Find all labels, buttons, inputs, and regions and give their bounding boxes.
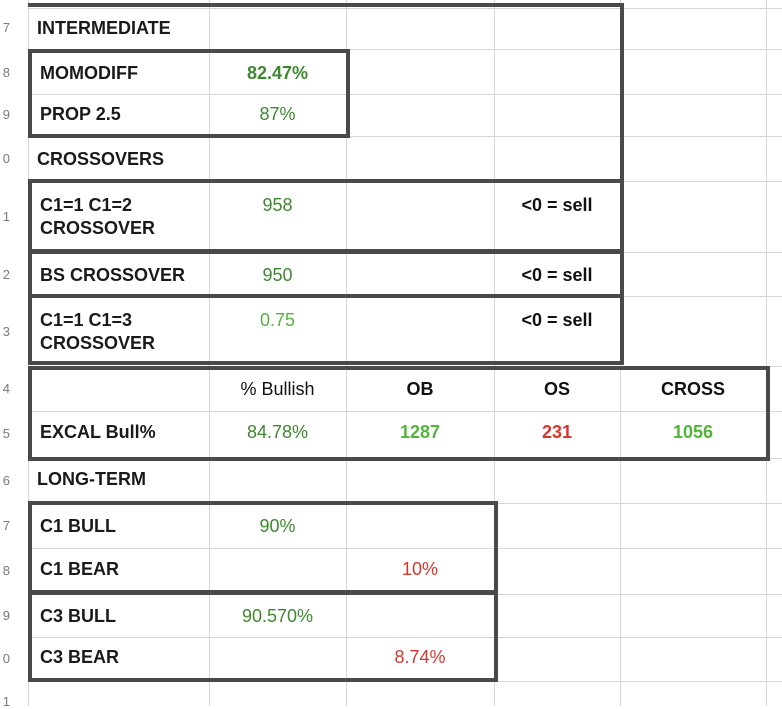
excal-ob-value[interactable]: 1287 [399, 422, 441, 442]
c1-bull-value[interactable]: 90% [259, 516, 296, 536]
c1c3-crossover-box [28, 294, 624, 365]
row-number[interactable]: 0 [2, 652, 10, 666]
c3-bull-value[interactable]: 90.570% [241, 606, 314, 626]
row-line [28, 411, 782, 412]
c1-bear-value[interactable]: 10% [401, 559, 439, 579]
row-number[interactable]: 2 [2, 268, 10, 282]
row-line [28, 548, 782, 549]
intermediate-box [28, 49, 350, 138]
c1c2-label-line1[interactable]: C1=1 C1=2 [40, 195, 133, 215]
header-os[interactable]: OS [543, 379, 570, 399]
c3-bear-value[interactable]: 8.74% [394, 647, 446, 667]
c1c3-label-line2[interactable]: CROSSOVER [40, 333, 156, 353]
row-line [28, 8, 782, 9]
column-line [766, 0, 767, 706]
bs-crossover-value[interactable]: 950 [262, 265, 293, 285]
header-bullish[interactable]: % Bullish [240, 379, 315, 399]
row-number[interactable]: 3 [2, 325, 10, 339]
momodiff-value[interactable]: 82.47% [246, 63, 309, 83]
excal-label[interactable]: EXCAL Bull% [40, 422, 156, 442]
row-number[interactable]: 8 [2, 564, 10, 578]
excal-os-value[interactable]: 231 [541, 422, 573, 442]
bs-crossover-label[interactable]: BS CROSSOVER [40, 265, 186, 285]
section-intermediate[interactable]: INTERMEDIATE [37, 18, 171, 38]
c1c3-label-line1[interactable]: C1=1 C1=3 [40, 310, 133, 330]
c3-bear-label[interactable]: C3 BEAR [40, 647, 120, 667]
c3-bull-label[interactable]: C3 BULL [40, 606, 116, 626]
row-number[interactable]: 5 [2, 427, 10, 441]
column-line [494, 0, 495, 706]
header-ob[interactable]: OB [406, 379, 434, 399]
c1c3-value[interactable]: 0.75 [259, 310, 296, 330]
row-number[interactable]: 6 [2, 474, 10, 488]
row-number[interactable]: 4 [2, 382, 10, 396]
c3-longterm-box [28, 591, 498, 682]
row-number[interactable]: 9 [2, 108, 10, 122]
excal-cross-value[interactable]: 1056 [672, 422, 714, 442]
row-number[interactable]: 9 [2, 609, 10, 623]
row-line [28, 637, 782, 638]
row-line [28, 136, 782, 137]
row-number[interactable]: 7 [2, 21, 10, 35]
section-crossovers[interactable]: CROSSOVERS [37, 149, 165, 169]
section-long-term[interactable]: LONG-TERM [37, 469, 146, 489]
bs-crossover-note[interactable]: <0 = sell [521, 265, 593, 285]
header-cross[interactable]: CROSS [660, 379, 725, 399]
c1c2-value[interactable]: 958 [262, 195, 293, 215]
column-line [346, 0, 347, 706]
prop-value[interactable]: 87% [259, 104, 296, 124]
c1c3-note[interactable]: <0 = sell [521, 310, 593, 330]
row-number[interactable]: 0 [2, 152, 10, 166]
c1-bear-label[interactable]: C1 BEAR [40, 559, 120, 579]
excal-bullish-value[interactable]: 84.78% [246, 422, 309, 442]
row-number[interactable]: 1 [2, 695, 10, 709]
c1-bull-label[interactable]: C1 BULL [40, 516, 116, 536]
column-line [209, 0, 210, 706]
row-line [28, 94, 782, 95]
row-number[interactable]: 7 [2, 519, 10, 533]
table-border-top [28, 3, 624, 7]
momodiff-label[interactable]: MOMODIFF [40, 63, 138, 83]
prop-label[interactable]: PROP 2.5 [40, 104, 121, 124]
c1c2-note[interactable]: <0 = sell [521, 195, 593, 215]
excal-box [28, 366, 770, 461]
row-line [28, 49, 782, 50]
c1c2-label-line2[interactable]: CROSSOVER [40, 218, 156, 238]
row-number[interactable]: 1 [2, 210, 10, 224]
row-number[interactable]: 8 [2, 66, 10, 80]
